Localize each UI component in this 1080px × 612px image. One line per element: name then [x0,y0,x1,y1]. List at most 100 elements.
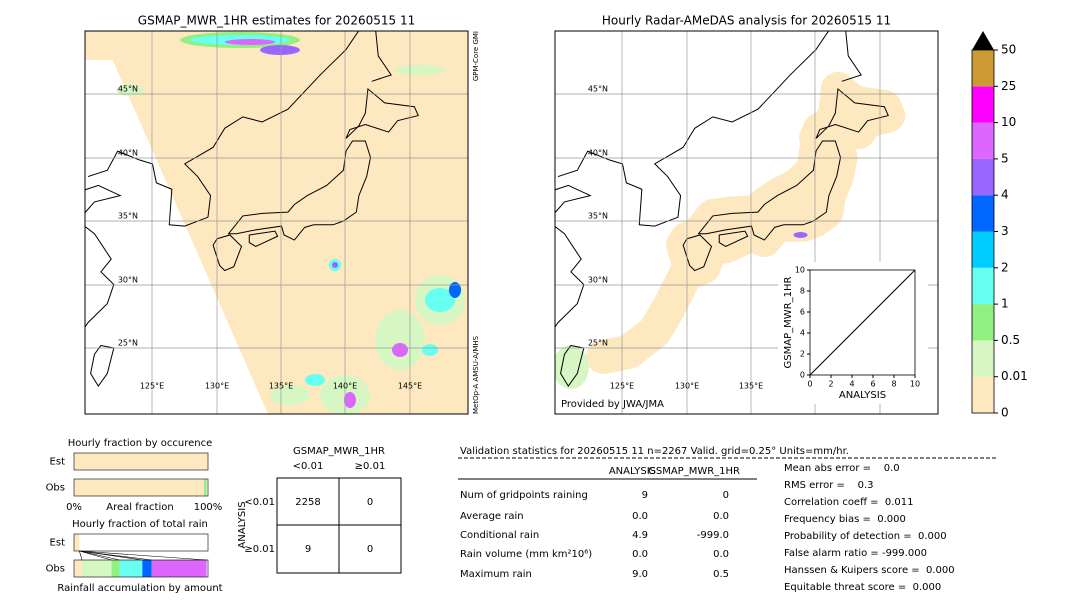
connector [79,550,152,561]
table-cell: 0 [367,544,373,555]
stats-column-header: ANALYSIS [609,466,656,477]
stats-value: -999.0 [697,530,729,541]
bar-segment [82,560,112,577]
bar-frame [73,478,209,497]
colorbar-extend [972,31,994,50]
y-tick-label: 6 [800,308,805,317]
table-title: GSMAP_MWR_1HR [293,446,385,457]
stats-column-header: GSMAP_MWR_1HR [648,466,740,477]
x-tick-label: 0 [807,380,812,389]
colorbar-label: 0.01 [1001,369,1028,383]
sensor-label: MetOp-A AMSU-A/MHS [472,335,480,414]
score: RMS error = 0.3 [784,480,874,491]
colorbar-label: 2 [1001,260,1009,274]
y-tick-label: 8 [800,287,805,296]
connector [79,550,207,561]
stats-value: 0 [723,490,729,501]
map-title: Hourly Radar-AMeDAS analysis for 2026051… [602,14,891,28]
stats-value: 0.0 [713,549,729,560]
lat-label: 35°N [588,212,608,221]
category-label: Obs [46,564,65,575]
map-panel: 45°N 40°N 35°N 30°N 25°N 125°E 130°E 135°E Hourl… [554,14,939,415]
colorbar-label: 10 [1001,115,1016,129]
bar-segment [151,560,207,577]
coastline [371,31,392,82]
colorbar-label: 0.5 [1001,333,1020,347]
lon-label: 140°E [333,382,357,391]
x-axis-label: Areal fraction [106,502,173,513]
coastline [227,140,372,241]
coastline [87,31,360,227]
stats-row-label: Maximum rain [460,569,532,580]
category-label: Est [50,457,66,468]
score: Equitable threat score = 0.000 [784,582,941,593]
x-tick-label: 10 [910,380,920,389]
y-tick-label: 2 [800,350,805,359]
lon-label: 125°E [140,382,164,391]
y-tick-label: 10 [795,266,805,275]
lat-label: 40°N [588,149,608,158]
x-axis-label: ANALYSIS [839,390,886,401]
x-tick-label: 8 [891,380,896,389]
bar-segment [142,560,152,577]
colorbar-label: 5 [1001,151,1009,165]
rain-area [793,231,808,238]
bar-segment [111,560,120,577]
x-tick-label: 100% [194,502,223,513]
x-tick-label: 2 [828,380,833,389]
lat-label: 40°N [118,149,138,158]
colorbar-box [972,340,994,377]
lat-label: 30°N [118,276,138,285]
colorbar-label: 0 [1001,406,1009,420]
table-cell: 9 [305,544,311,555]
y-tick-label: 4 [800,329,805,338]
coverage-area [799,71,906,156]
lat-label: 45°N [118,85,138,94]
row-header: <0.01 [244,497,275,508]
inset-background [778,262,928,404]
category-label: Obs [46,483,65,494]
stats-row-label: Conditional rain [460,530,539,541]
swath [100,31,468,414]
stats-row-label: Num of gridpoints raining [460,490,588,501]
coastline [841,31,862,82]
score: Mean abs error = 0.0 [784,463,900,474]
coastline [697,140,842,241]
coastline [815,87,889,139]
x-tick-label: 4 [849,380,854,389]
stats-value: 0.0 [632,511,648,522]
column-header: ≥0.01 [355,461,386,472]
rain-area [392,343,408,357]
stats-value: 0.0 [632,549,648,560]
coastline [555,184,592,328]
colorbar-label: 1 [1001,297,1009,311]
rain-area [305,374,325,386]
rain-area [260,45,300,55]
lat-label: 25°N [588,339,608,348]
stats-value: 0.0 [713,511,729,522]
lon-label: 145°E [398,382,422,391]
coverage-area [702,214,765,264]
rain-area [395,65,445,75]
map-frame [554,30,939,415]
map-frame [84,30,469,415]
rain-area [449,282,461,298]
rain-area [425,288,455,312]
bar-segment [203,479,207,496]
stats-value: 9 [642,490,648,501]
colorbar-box [972,195,994,232]
connector [79,550,83,561]
category-label: Est [50,538,66,549]
score: Probability of detection = 0.000 [784,531,947,542]
lat-label: 45°N [588,85,608,94]
plot-frame [809,269,916,376]
rain-area [375,310,425,370]
colorbar-box [972,376,994,413]
lon-label: 130°E [205,382,229,391]
colorbar-box [972,158,994,196]
coastline [345,87,419,139]
colorbar-box [972,86,994,123]
score: Correlation coeff = 0.011 [784,497,914,508]
